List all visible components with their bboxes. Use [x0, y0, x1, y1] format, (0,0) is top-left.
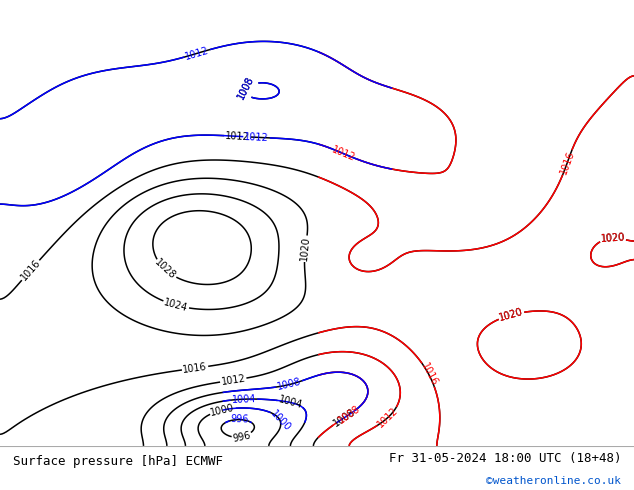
Text: 1012: 1012: [244, 132, 269, 143]
Text: 1020: 1020: [600, 233, 625, 244]
Text: 1012: 1012: [330, 145, 357, 163]
Text: 1016: 1016: [18, 258, 42, 283]
Text: Fr 31-05-2024 18:00 UTC (18+48): Fr 31-05-2024 18:00 UTC (18+48): [389, 452, 621, 465]
Text: 1020: 1020: [498, 307, 524, 323]
Text: 1020: 1020: [498, 307, 524, 323]
Text: Surface pressure [hPa] ECMWF: Surface pressure [hPa] ECMWF: [13, 455, 223, 468]
Text: 1000: 1000: [210, 402, 236, 418]
Text: 1000: 1000: [268, 409, 292, 433]
Text: 996: 996: [230, 415, 249, 425]
Text: 1012: 1012: [376, 405, 401, 429]
Text: 1008: 1008: [236, 74, 256, 101]
Text: 1008: 1008: [331, 407, 357, 429]
Text: 1020: 1020: [299, 236, 311, 262]
Text: 1016: 1016: [182, 362, 208, 375]
Text: 1012: 1012: [184, 45, 210, 62]
Text: 1024: 1024: [163, 297, 189, 313]
Text: 1016: 1016: [559, 149, 576, 176]
Text: 1004: 1004: [231, 393, 256, 405]
Text: 1004: 1004: [277, 394, 304, 411]
Text: 1008: 1008: [337, 403, 362, 425]
Text: 1028: 1028: [153, 258, 178, 282]
Text: 1012: 1012: [221, 373, 246, 387]
Text: 1020: 1020: [600, 233, 625, 244]
Text: 1016: 1016: [419, 362, 439, 388]
Text: 1008: 1008: [276, 377, 302, 392]
Text: 1008: 1008: [236, 74, 256, 101]
Text: ©weatheronline.co.uk: ©weatheronline.co.uk: [486, 476, 621, 486]
Text: 1012: 1012: [225, 131, 250, 142]
Text: 996: 996: [231, 430, 252, 443]
